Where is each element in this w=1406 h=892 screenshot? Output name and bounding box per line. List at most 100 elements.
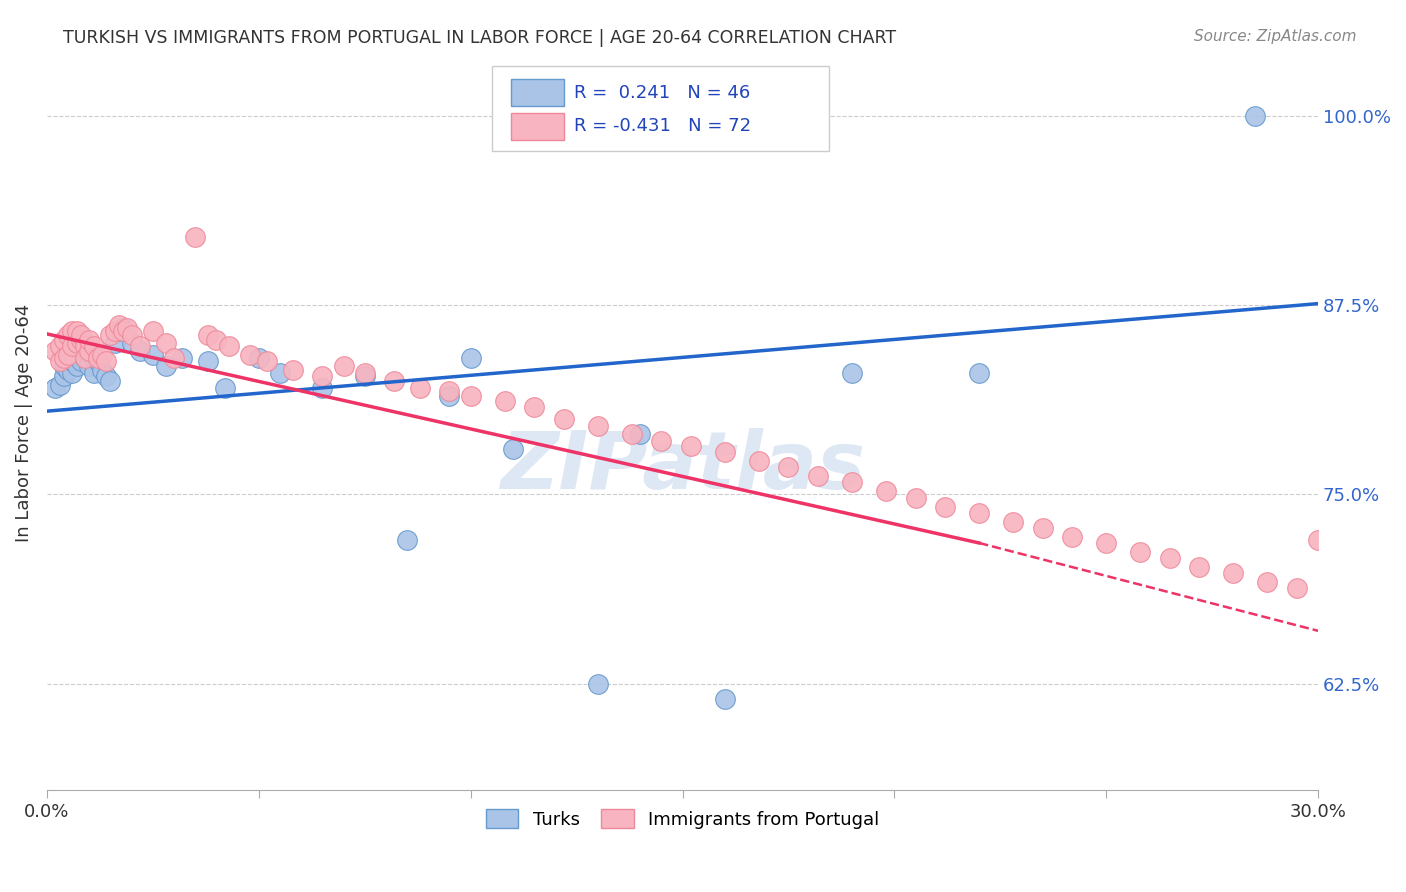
Point xyxy=(73,339,96,353)
Point xyxy=(52,369,75,384)
Point xyxy=(96,369,118,384)
Point xyxy=(650,434,672,449)
FancyBboxPatch shape xyxy=(510,79,564,106)
Point xyxy=(239,348,262,362)
Point xyxy=(439,389,461,403)
Text: R = -0.431   N = 72: R = -0.431 N = 72 xyxy=(575,118,752,136)
Point xyxy=(48,354,70,368)
Point xyxy=(311,381,333,395)
Point xyxy=(205,333,228,347)
Point xyxy=(460,351,482,366)
Point xyxy=(409,381,432,395)
Point xyxy=(129,339,152,353)
Point xyxy=(104,336,127,351)
Point xyxy=(65,336,87,351)
Legend: Turks, Immigrants from Portugal: Turks, Immigrants from Portugal xyxy=(478,802,887,836)
Point xyxy=(218,339,240,353)
Point xyxy=(197,354,219,368)
Point xyxy=(172,351,194,366)
Point xyxy=(91,348,114,362)
Point xyxy=(56,351,79,366)
Point xyxy=(83,339,105,353)
Point xyxy=(69,333,91,347)
Point xyxy=(77,359,100,373)
Point xyxy=(1095,536,1118,550)
Point xyxy=(69,343,91,358)
Point xyxy=(100,374,122,388)
Point xyxy=(748,454,770,468)
Point xyxy=(112,324,135,338)
Point xyxy=(77,333,100,347)
Point xyxy=(353,369,375,384)
Point xyxy=(1129,545,1152,559)
Point xyxy=(60,324,83,338)
Point xyxy=(523,400,546,414)
Point xyxy=(96,354,118,368)
Point xyxy=(83,366,105,380)
Point xyxy=(197,328,219,343)
Point xyxy=(967,506,990,520)
Point xyxy=(281,363,304,377)
Point xyxy=(56,348,79,362)
Point xyxy=(714,445,737,459)
Point xyxy=(60,339,83,353)
Point xyxy=(65,324,87,338)
Point xyxy=(620,426,643,441)
Point xyxy=(1002,515,1025,529)
Point xyxy=(353,366,375,380)
Point xyxy=(73,339,96,353)
Point xyxy=(100,328,122,343)
Point xyxy=(1188,560,1211,574)
Point xyxy=(44,381,66,395)
Point xyxy=(1222,566,1244,581)
Point xyxy=(56,328,79,343)
Point xyxy=(967,366,990,380)
Point xyxy=(841,475,863,490)
Point xyxy=(48,378,70,392)
Point xyxy=(1256,575,1278,590)
Point xyxy=(155,336,177,351)
Point xyxy=(65,348,87,362)
Point xyxy=(56,363,79,377)
Point xyxy=(121,328,143,343)
Point xyxy=(1243,109,1265,123)
Point xyxy=(112,321,135,335)
FancyBboxPatch shape xyxy=(492,66,828,151)
Point xyxy=(73,351,96,366)
Text: ZIPatlas: ZIPatlas xyxy=(501,427,865,506)
Point xyxy=(586,677,609,691)
Text: TURKISH VS IMMIGRANTS FROM PORTUGAL IN LABOR FORCE | AGE 20-64 CORRELATION CHART: TURKISH VS IMMIGRANTS FROM PORTUGAL IN L… xyxy=(63,29,897,46)
Point xyxy=(117,321,139,335)
Point xyxy=(778,460,800,475)
Point xyxy=(332,359,354,373)
Point xyxy=(142,348,165,362)
Point xyxy=(87,354,110,368)
Point xyxy=(311,369,333,384)
Point xyxy=(65,359,87,373)
Point xyxy=(628,426,651,441)
Point xyxy=(214,381,236,395)
Point xyxy=(155,359,177,373)
Point xyxy=(44,343,66,358)
Point xyxy=(163,351,186,366)
Point xyxy=(142,324,165,338)
Point xyxy=(60,354,83,368)
Point xyxy=(77,343,100,358)
Point xyxy=(904,491,927,505)
Point xyxy=(1285,582,1308,596)
Point xyxy=(807,469,830,483)
FancyBboxPatch shape xyxy=(510,113,564,140)
Point xyxy=(439,384,461,399)
Text: Source: ZipAtlas.com: Source: ZipAtlas.com xyxy=(1194,29,1357,44)
Point xyxy=(77,348,100,362)
Point xyxy=(586,419,609,434)
Point xyxy=(87,351,110,366)
Point xyxy=(91,363,114,377)
Point xyxy=(1032,521,1054,535)
Point xyxy=(73,351,96,366)
Point xyxy=(104,324,127,338)
Point xyxy=(1159,551,1181,566)
Point xyxy=(875,484,897,499)
Point xyxy=(247,351,270,366)
Point xyxy=(1062,530,1084,544)
